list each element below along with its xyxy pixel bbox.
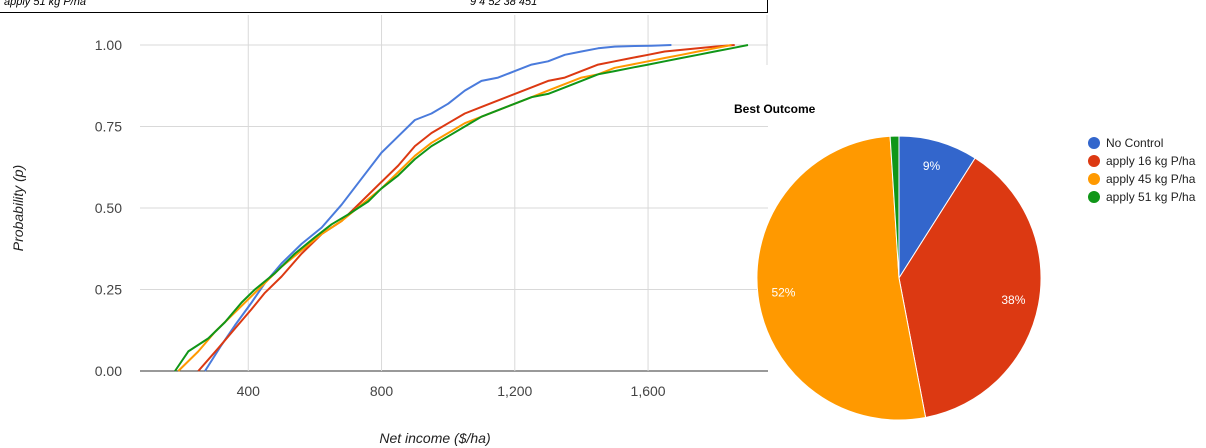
cdf-tick-labels: 0.00 0.25 0.50 0.75 1.00 400 800 1,200 1,600 [95,37,666,399]
cdf-series-line-3 [174,44,749,372]
legend-label: apply 16 kg P/ha [1106,154,1196,168]
cdf-series-line-1 [197,44,735,372]
pie-legend: No Control apply 16 kg P/ha apply 45 kg P/… [1088,136,1196,204]
y-axis-title: Probability (p) [10,165,26,251]
pie-slice-label: 9% [923,159,941,173]
y-tick-label: 1.00 [95,37,122,53]
legend-swatch [1088,191,1100,203]
top-summary-bar: apply 51 kg P/ha 9 4 52 38 451 [0,0,768,13]
legend-swatch [1088,155,1100,167]
y-tick-label: 0.75 [95,119,122,135]
pie-slice-label: 38% [1001,293,1025,307]
cdf-gridlines [140,15,768,372]
x-tick-label: 800 [370,383,394,399]
y-tick-label: 0.50 [95,200,122,216]
y-tick-label: 0.25 [95,282,122,298]
legend-swatch [1088,173,1100,185]
pie-slice-0 [898,135,976,280]
cdf-series-line-0 [204,44,672,372]
pie-slice-3 [889,135,900,279]
pie-chart: 9% 38% 52% [756,135,1042,421]
top-summary-right-text: 9 4 52 38 451 [470,0,538,8]
x-tick-label: 1,600 [631,383,666,399]
pie-chart-title: Best Outcome [734,102,816,116]
legend-label: apply 51 kg P/ha [1106,190,1196,204]
pie-slice-1 [898,157,1042,419]
x-tick-label: 1,200 [497,383,532,399]
x-tick-label: 400 [237,383,261,399]
y-tick-label: 0.00 [95,363,122,379]
pie-slice-label: 52% [771,286,795,300]
pie-slice-2 [756,135,927,421]
legend-label: No Control [1106,136,1163,150]
legend-label: apply 45 kg P/ha [1106,172,1196,186]
x-axis-title: Net income ($/ha) [379,430,490,446]
top-summary-left-text: apply 51 kg P/ha [4,0,86,8]
legend-swatch [1088,137,1100,149]
cdf-series-group [174,44,749,372]
